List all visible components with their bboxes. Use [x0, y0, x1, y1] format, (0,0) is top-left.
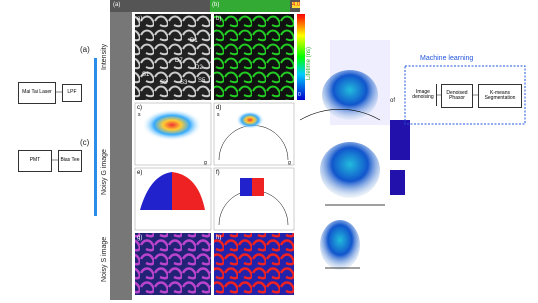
ml-frame — [404, 65, 526, 125]
phasor-cloud — [236, 111, 264, 129]
panel-label: a) — [137, 16, 143, 22]
region-label: D7 — [175, 58, 183, 64]
panel-cluster — [213, 167, 295, 231]
bg-phasor — [320, 220, 360, 270]
bias-box: Bias Tee — [58, 150, 82, 172]
panel-segment — [214, 233, 294, 295]
panel-label: f) — [216, 170, 220, 176]
row-label: Noisy G image — [101, 149, 108, 195]
cluster-red — [252, 178, 264, 196]
panel-label: h) — [216, 235, 222, 241]
text-fragment: of — [390, 98, 396, 104]
panel-intensity — [135, 14, 211, 100]
detector-box: PMT — [18, 150, 52, 172]
region-label: S5 — [198, 78, 206, 84]
marker: (a) — [80, 45, 90, 54]
row-label: Noisy S image — [101, 236, 108, 282]
marker: (c) — [80, 138, 90, 147]
panel-label: g) — [137, 235, 143, 241]
axis-label: g — [204, 160, 207, 166]
ml-step: Image denoising — [410, 84, 437, 106]
bg-arc — [299, 108, 381, 121]
region-label: S2 — [160, 80, 168, 86]
ml-step: Denoised Phasor — [441, 84, 473, 108]
region-label: S1 — [142, 72, 150, 78]
colorbar-max: 4.0 — [297, 15, 304, 21]
region-label: D1 — [190, 38, 198, 44]
ml-title: Machine learning — [420, 55, 474, 62]
ml-step: K-means Segmentation — [478, 84, 522, 108]
panel-label: e) — [137, 170, 143, 176]
cluster-blue — [240, 178, 252, 196]
strip-label: (b) — [212, 2, 220, 8]
laser-box: Mai Tai Laser — [18, 82, 56, 104]
bg-phasor — [322, 70, 378, 120]
cluster-red — [172, 172, 205, 210]
top-strip-green — [210, 0, 290, 12]
colorbar-label: Lifetime (ns) — [306, 46, 312, 80]
axis-label: g — [288, 160, 291, 166]
panel-label: c) — [137, 105, 142, 111]
colorbar — [297, 14, 305, 100]
region-label: S3 — [180, 80, 188, 86]
bg-thumb — [390, 170, 405, 195]
bg-phasor — [320, 142, 380, 198]
strip-label: (a) — [113, 2, 121, 8]
gray-strip — [110, 0, 132, 300]
colorbar-min: 0 — [298, 92, 301, 98]
panel-label: d) — [216, 105, 222, 111]
filter-box: LPF — [62, 84, 82, 102]
axis-label: s — [217, 112, 220, 118]
panel-segment — [135, 233, 211, 295]
strip-max: 4.0 — [292, 2, 301, 8]
cluster-blue — [140, 172, 172, 210]
region-label: D2 — [195, 65, 203, 71]
panel-label: b) — [216, 16, 222, 22]
blue-bar — [94, 58, 97, 216]
row-label: Intensity — [101, 43, 108, 70]
axis-label: s — [138, 112, 141, 118]
panel-lifetime — [214, 14, 294, 100]
phasor-cloud — [142, 109, 202, 141]
bg-thumb — [390, 120, 410, 160]
